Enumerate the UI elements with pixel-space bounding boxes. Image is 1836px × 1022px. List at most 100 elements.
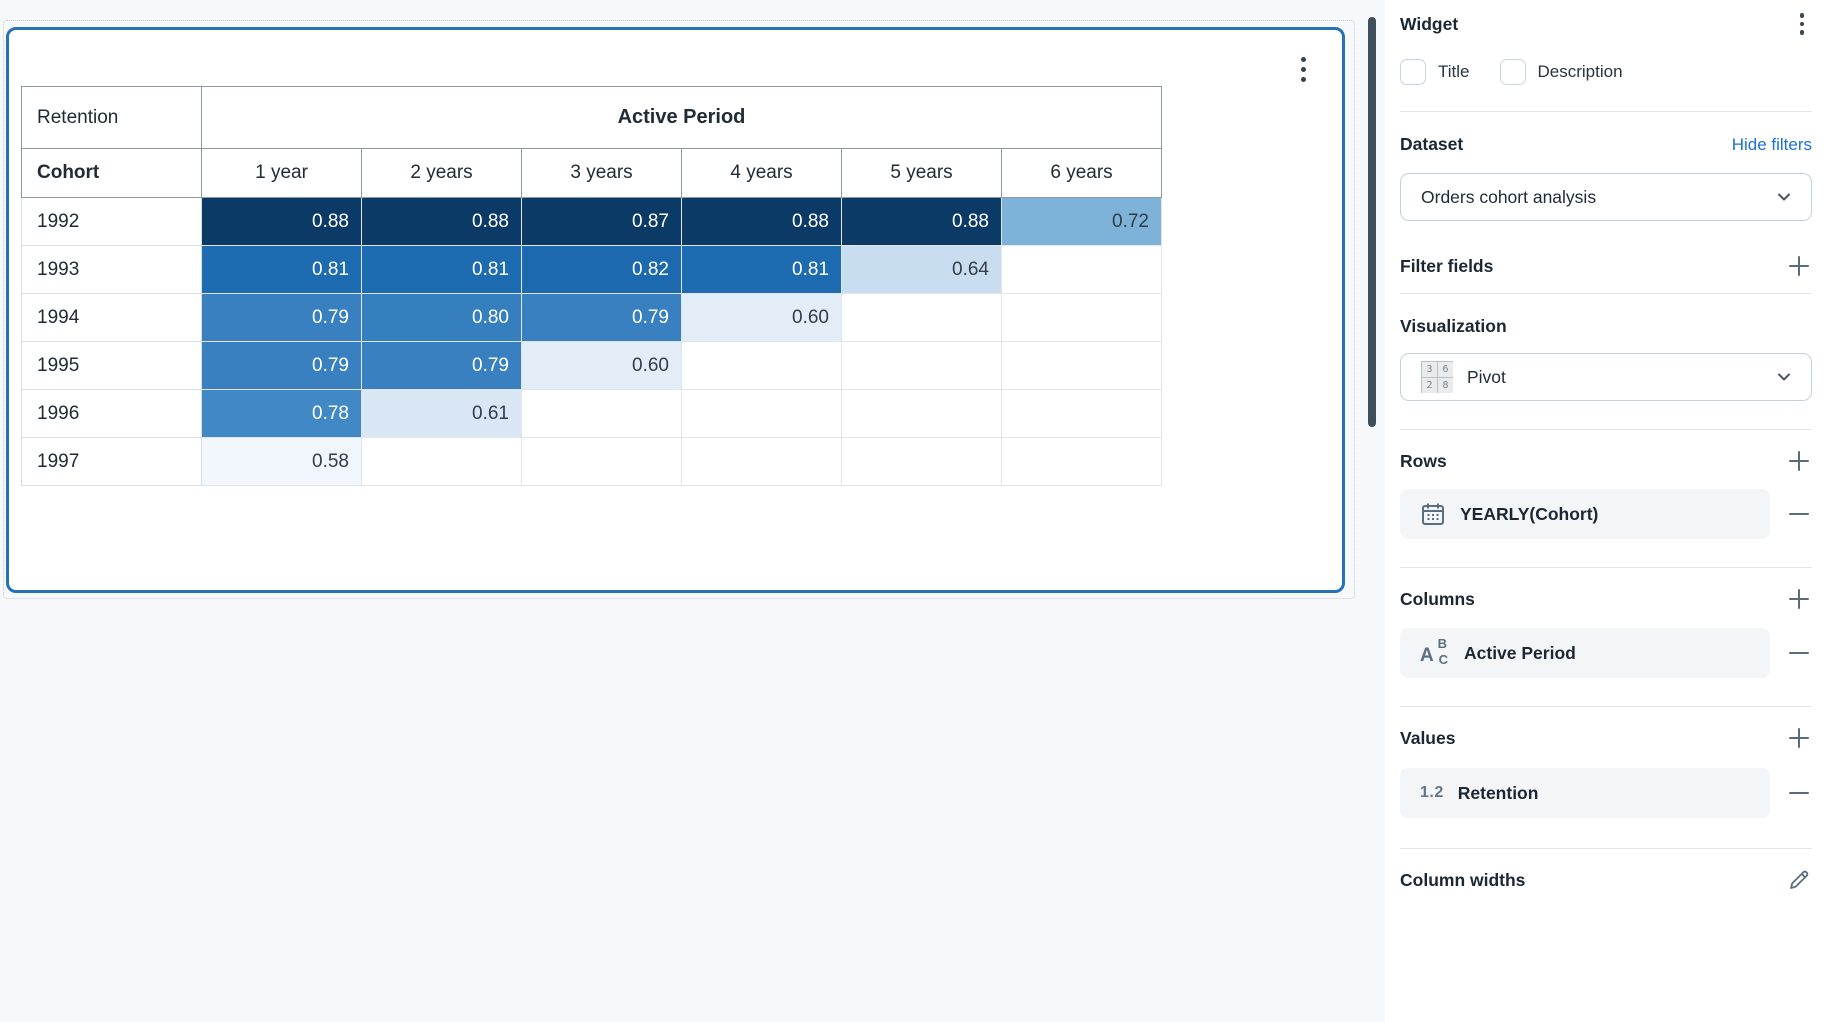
rows-heading: Rows [1400,450,1447,471]
pivot-empty-cell [841,389,1002,438]
pivot-value-cell: 0.64 [841,245,1002,294]
pivot-value-cell: 0.60 [521,341,682,390]
pivot-row-label[interactable]: 1997 [21,437,202,486]
pivot-column-header[interactable]: 4 years [681,148,842,198]
title-checkbox[interactable] [1400,59,1426,85]
pivot-value-cell: 0.79 [201,341,362,390]
columns-heading: Columns [1400,588,1475,609]
minus-icon [1789,792,1809,794]
pivot-column-header[interactable]: 6 years [1001,148,1162,198]
description-checkbox-label: Description [1537,62,1623,81]
columns-field-label: Active Period [1464,642,1576,663]
remove-value-field-button[interactable] [1786,780,1812,806]
pivot-empty-cell [841,341,1002,390]
pivot-data-row: 1994 0.79 0.80 0.79 0.60 [21,293,1162,342]
pivot-empty-cell [361,437,522,486]
minus-icon [1789,652,1809,654]
pivot-value-cell: 0.82 [521,245,682,294]
plus-icon [1789,589,1809,609]
pivot-value-cell: 0.58 [201,437,362,486]
pivot-widget[interactable]: Retention Active Period Cohort 1 year 2 year… [6,27,1345,593]
pivot-row-dimension-header[interactable]: Cohort [21,148,202,198]
pivot-row-label[interactable]: 1996 [21,389,202,438]
pivot-empty-cell [521,389,682,438]
pivot-data-row: 1996 0.78 0.61 [21,389,1162,438]
add-column-field-button[interactable] [1786,586,1812,612]
pivot-empty-cell [1001,437,1162,486]
pivot-value-cell: 0.79 [201,293,362,342]
grid-cell-outline [3,20,1355,599]
pivot-empty-cell [681,341,842,390]
pivot-empty-cell [1001,293,1162,342]
pivot-value-cell: 0.88 [361,197,522,246]
pivot-empty-cell [1001,341,1162,390]
panel-menu-kebab-icon[interactable] [1792,11,1812,37]
pivot-empty-cell [681,437,842,486]
remove-row-field-button[interactable] [1786,501,1812,527]
sidebar-scrollbar[interactable] [1368,17,1376,427]
pivot-value-cell: 0.79 [361,341,522,390]
divider [1400,111,1812,112]
widget-menu-kebab-icon[interactable] [1292,53,1314,85]
add-filter-button[interactable] [1786,253,1812,279]
chevron-down-icon [1778,373,1790,381]
chevron-down-icon [1778,193,1790,201]
pivot-empty-cell [841,293,1002,342]
pivot-value-cell: 0.61 [361,389,522,438]
pivot-row-label[interactable]: 1994 [21,293,202,342]
pivot-column-header[interactable]: 2 years [361,148,522,198]
rows-field-label: YEARLY(Cohort) [1460,503,1599,524]
pivot-data-row: 1995 0.79 0.79 0.60 [21,341,1162,390]
plus-icon [1789,256,1809,276]
minus-icon [1789,513,1809,515]
rows-field-chip[interactable]: YEARLY(Cohort) [1400,489,1770,539]
pivot-value-cell: 0.81 [681,245,842,294]
pivot-column-group-header: Active Period [201,86,1162,149]
pivot-row-label[interactable]: 1992 [21,197,202,246]
pivot-value-cell: 0.60 [681,293,842,342]
values-field-label: Retention [1457,782,1539,803]
edit-column-widths-button[interactable] [1786,867,1812,893]
add-row-field-button[interactable] [1786,448,1812,474]
widget-settings-panel: Widget Title Description Dataset Hide fi… [1385,0,1836,1022]
dataset-select[interactable]: Orders cohort analysis [1400,173,1812,221]
values-field-chip[interactable]: 1.2 Retention [1400,768,1770,818]
remove-column-field-button[interactable] [1786,640,1812,666]
pivot-empty-cell [681,389,842,438]
pivot-empty-cell [841,437,1002,486]
title-checkbox-label: Title [1438,62,1470,81]
pivot-empty-cell [1001,389,1162,438]
column-widths-heading: Column widths [1400,869,1526,890]
numeric-field-icon: 1.2 [1420,784,1444,801]
pivot-corner-measure: Retention [21,86,202,149]
pivot-column-header[interactable]: 5 years [841,148,1002,198]
pivot-value-cell: 0.88 [201,197,362,246]
pivot-row-label[interactable]: 1993 [21,245,202,294]
pivot-value-cell: 0.81 [201,245,362,294]
pivot-empty-cell [1001,245,1162,294]
pencil-icon [1790,870,1809,889]
pivot-row-label[interactable]: 1995 [21,341,202,390]
pivot-data-row: 1993 0.81 0.81 0.82 0.81 0.64 [21,245,1162,294]
pivot-value-cell: 0.88 [681,197,842,246]
pivot-table: Retention Active Period Cohort 1 year 2 year… [21,86,1162,486]
values-heading: Values [1400,727,1456,748]
dataset-selected-value: Orders cohort analysis [1421,186,1597,207]
panel-title: Widget [1400,13,1459,34]
pivot-value-cell: 0.81 [361,245,522,294]
pivot-empty-cell [521,437,682,486]
visualization-heading: Visualization [1400,316,1507,336]
hide-filters-link[interactable]: Hide filters [1731,134,1812,154]
plus-icon [1789,451,1809,471]
pivot-data-row: 1992 0.88 0.88 0.87 0.88 0.88 0.72 [21,197,1162,246]
add-value-field-button[interactable] [1786,725,1812,751]
pivot-column-header[interactable]: 3 years [521,148,682,198]
plus-icon [1789,728,1809,748]
description-checkbox[interactable] [1499,59,1526,85]
pivot-column-header[interactable]: 1 year [201,148,362,198]
divider [1400,429,1812,430]
